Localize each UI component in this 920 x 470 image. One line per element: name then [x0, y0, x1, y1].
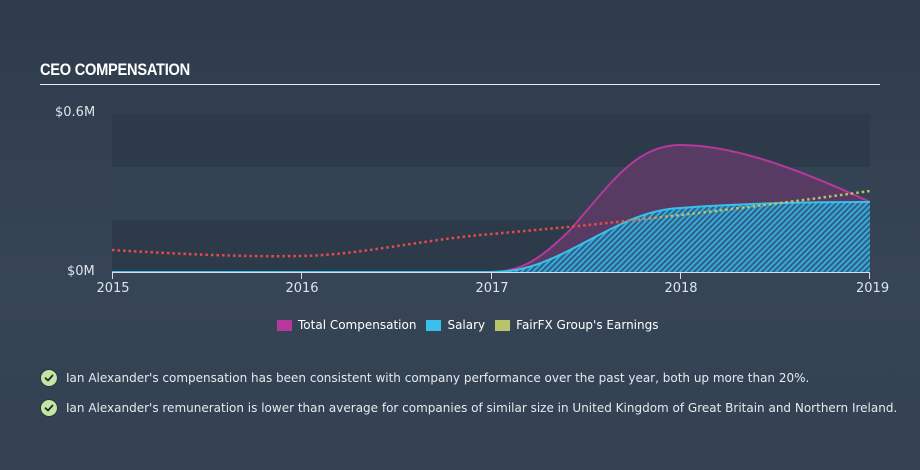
check-circle-icon — [40, 399, 58, 417]
total-compensation-swatch — [277, 319, 292, 331]
legend-label: Salary — [447, 318, 486, 332]
x-tick-2016: 2016 — [285, 281, 319, 296]
x-tick-2015: 2015 — [96, 281, 130, 296]
salary-swatch — [426, 319, 442, 331]
chart-legend: Total Compensation Salary FairFX Group's… — [277, 318, 669, 332]
legend-item-total-compensation[interactable]: Total Compensation — [277, 318, 416, 332]
salary-area — [112, 202, 870, 272]
x-tick-2019: 2019 — [856, 281, 890, 296]
x-tick-2017: 2017 — [475, 281, 509, 296]
insight-note: Ian Alexander's remuneration is lower th… — [40, 399, 897, 417]
section-title: CEO COMPENSATION — [40, 60, 190, 79]
earnings-line — [111, 189, 871, 258]
legend-item-earnings[interactable]: FairFX Group's Earnings — [495, 318, 659, 332]
y-tick-top: $0.6M — [55, 105, 96, 120]
title-divider — [40, 84, 880, 85]
legend-label: FairFX Group's Earnings — [516, 318, 659, 332]
compensation-chart — [111, 114, 871, 279]
total-compensation-line — [490, 143, 871, 273]
y-tick-bottom: $0M — [67, 264, 95, 279]
insight-text: Ian Alexander's compensation has been co… — [66, 371, 810, 385]
salary-line — [112, 201, 871, 273]
x-tick-2018: 2018 — [664, 281, 698, 296]
check-circle-icon — [40, 369, 58, 387]
legend-label: Total Compensation — [298, 318, 417, 332]
legend-item-salary[interactable]: Salary — [426, 318, 485, 332]
x-axis — [112, 272, 870, 279]
earnings-swatch — [495, 319, 511, 331]
insight-text: Ian Alexander's remuneration is lower th… — [66, 401, 898, 415]
insight-note: Ian Alexander's compensation has been co… — [40, 369, 809, 387]
